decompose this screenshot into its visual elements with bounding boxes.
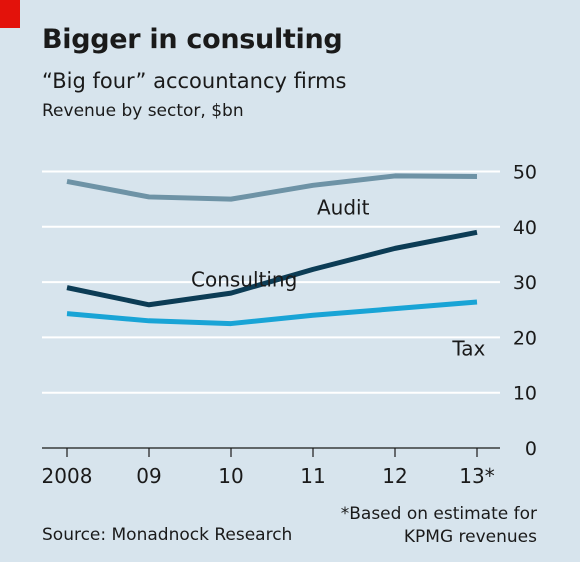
x-tick-label: 2008	[42, 464, 93, 488]
chart-subtitle: “Big four” accountancy firms	[42, 69, 347, 93]
series-line-consulting	[66, 229, 478, 308]
series-label-tax: Tax	[451, 336, 485, 360]
series-line-tax	[66, 299, 478, 327]
y-tick-label: 50	[513, 162, 537, 184]
x-tick-label: 10	[218, 464, 243, 488]
x-tick-label: 11	[300, 464, 325, 488]
chart-title: Bigger in consulting	[42, 24, 343, 55]
y-tick-label: 40	[513, 217, 537, 239]
source-note: Source: Monadnock Research	[42, 525, 293, 545]
series-label-audit: Audit	[317, 195, 370, 219]
brand-accent-bar	[0, 0, 20, 28]
series-label-consulting: Consulting	[191, 267, 297, 291]
x-tick-label: 09	[136, 464, 161, 488]
y-tick-label: 30	[513, 272, 537, 294]
series-line-audit	[66, 173, 478, 202]
y-tick-label: 10	[513, 383, 537, 405]
footnote-line-2: KPMG revenues	[403, 527, 537, 547]
x-tick-label: 12	[382, 464, 407, 488]
footnote: *Based on estimate for KPMG revenues	[341, 503, 537, 549]
y-tick-label: 20	[513, 327, 537, 349]
x-tick-label: 13*	[459, 464, 494, 488]
chart-units-label: Revenue by sector, $bn	[42, 101, 244, 121]
y-tick-label: 0	[525, 438, 537, 460]
footnote-line-1: *Based on estimate for	[340, 504, 537, 524]
